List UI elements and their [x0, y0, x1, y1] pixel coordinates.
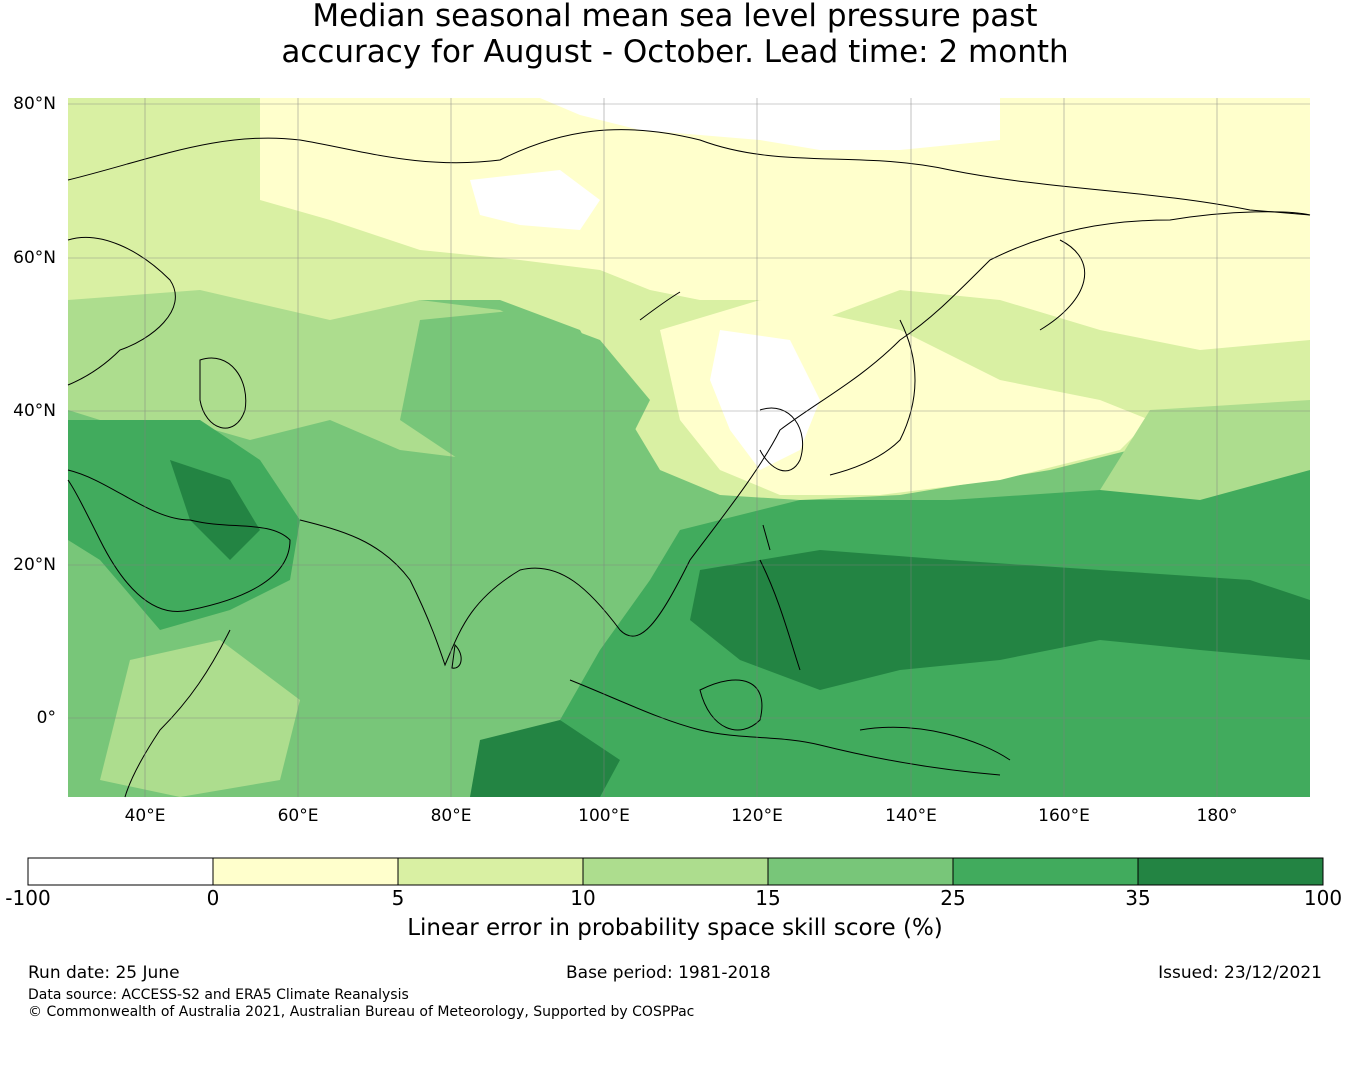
chart-title-line-1: Median seasonal mean sea level pressure … — [312, 0, 1038, 34]
coastline-arabia — [67, 469, 291, 612]
lat-label-80n: 80°N — [13, 94, 56, 114]
lon-label-60e: 60°E — [277, 806, 319, 826]
colorbar-tick-35: 35 — [1125, 886, 1151, 910]
coastline-indonesia — [569, 679, 1001, 776]
issued-date: Issued: 23/12/2021 — [1158, 963, 1322, 983]
field-korea-white — [710, 330, 820, 470]
lon-label-40e: 40°E — [124, 806, 166, 826]
coastline-india — [299, 211, 1311, 667]
colorbar-segment-3 — [397, 857, 584, 886]
field-persian-gulf-dark — [170, 460, 260, 560]
coastline-taiwan — [762, 524, 771, 551]
colorbar-tick-0: 0 — [206, 886, 220, 910]
coastline-japan — [829, 319, 916, 476]
colorbar-tick-100: 100 — [1303, 886, 1343, 910]
skill-score-map — [67, 98, 1311, 798]
colorbar-segment-7 — [1137, 857, 1324, 886]
lon-label-160e: 160°E — [1038, 806, 1090, 826]
field-arctic-white — [540, 98, 1000, 150]
lon-label-140e: 140°E — [885, 806, 937, 826]
lat-label-0: 0° — [36, 708, 56, 728]
colorbar-tick-minus100: -100 — [5, 886, 51, 910]
coastline-baikal — [639, 291, 681, 321]
coastline-arctic — [67, 129, 1311, 216]
colorbar-segment-4 — [582, 857, 769, 886]
coastline-korea — [759, 407, 804, 472]
field-northern-pale — [260, 98, 1310, 350]
colorbar-tick-10: 10 — [570, 886, 596, 910]
colorbar-tick-5: 5 — [391, 886, 405, 910]
coastline-new-guinea — [859, 726, 1011, 761]
field-arabia-dark — [68, 420, 300, 630]
field-siberia-white — [470, 170, 600, 230]
lat-label-60n: 60°N — [13, 248, 56, 268]
coastline-philippines — [759, 559, 801, 671]
colorbar — [27, 857, 1324, 886]
field-indonesia-dark — [470, 720, 620, 797]
colorbar-tick-25: 25 — [940, 886, 966, 910]
coastline-europe — [67, 236, 176, 386]
lon-label-180: 180° — [1196, 806, 1238, 826]
data-source: Data source: ACCESS-S2 and ERA5 Climate … — [28, 987, 409, 1003]
lon-label-100e: 100°E — [578, 806, 630, 826]
field-north-pacific-light — [1100, 400, 1310, 500]
colorbar-label: Linear error in probability space skill … — [407, 915, 943, 941]
run-date: Run date: 25 June — [28, 963, 180, 983]
base-period: Base period: 1981-2018 — [566, 963, 771, 983]
lon-label-120e: 120°E — [731, 806, 783, 826]
field-east-africa-light — [100, 640, 300, 797]
colorbar-segment-1 — [27, 857, 214, 886]
lon-label-80e: 80°E — [430, 806, 472, 826]
coastline-sri-lanka — [451, 643, 462, 669]
lat-label-20n: 20°N — [13, 555, 56, 575]
colorbar-segment-6 — [952, 857, 1139, 886]
colorbar-segment-2 — [212, 857, 399, 886]
coastline-kamchatka — [1039, 239, 1086, 331]
coastline-caspian — [199, 357, 247, 429]
chart-title-line-2: accuracy for August - October. Lead time… — [281, 34, 1069, 70]
colorbar-tick-15: 15 — [755, 886, 781, 910]
coastline-east-africa — [124, 629, 231, 798]
field-mongolia-green — [400, 310, 650, 470]
colorbar-segment-5 — [767, 857, 954, 886]
lat-label-40n: 40°N — [13, 401, 56, 421]
copyright: © Commonwealth of Australia 2021, Austra… — [28, 1004, 695, 1020]
field-pacific-dark — [690, 550, 1310, 690]
